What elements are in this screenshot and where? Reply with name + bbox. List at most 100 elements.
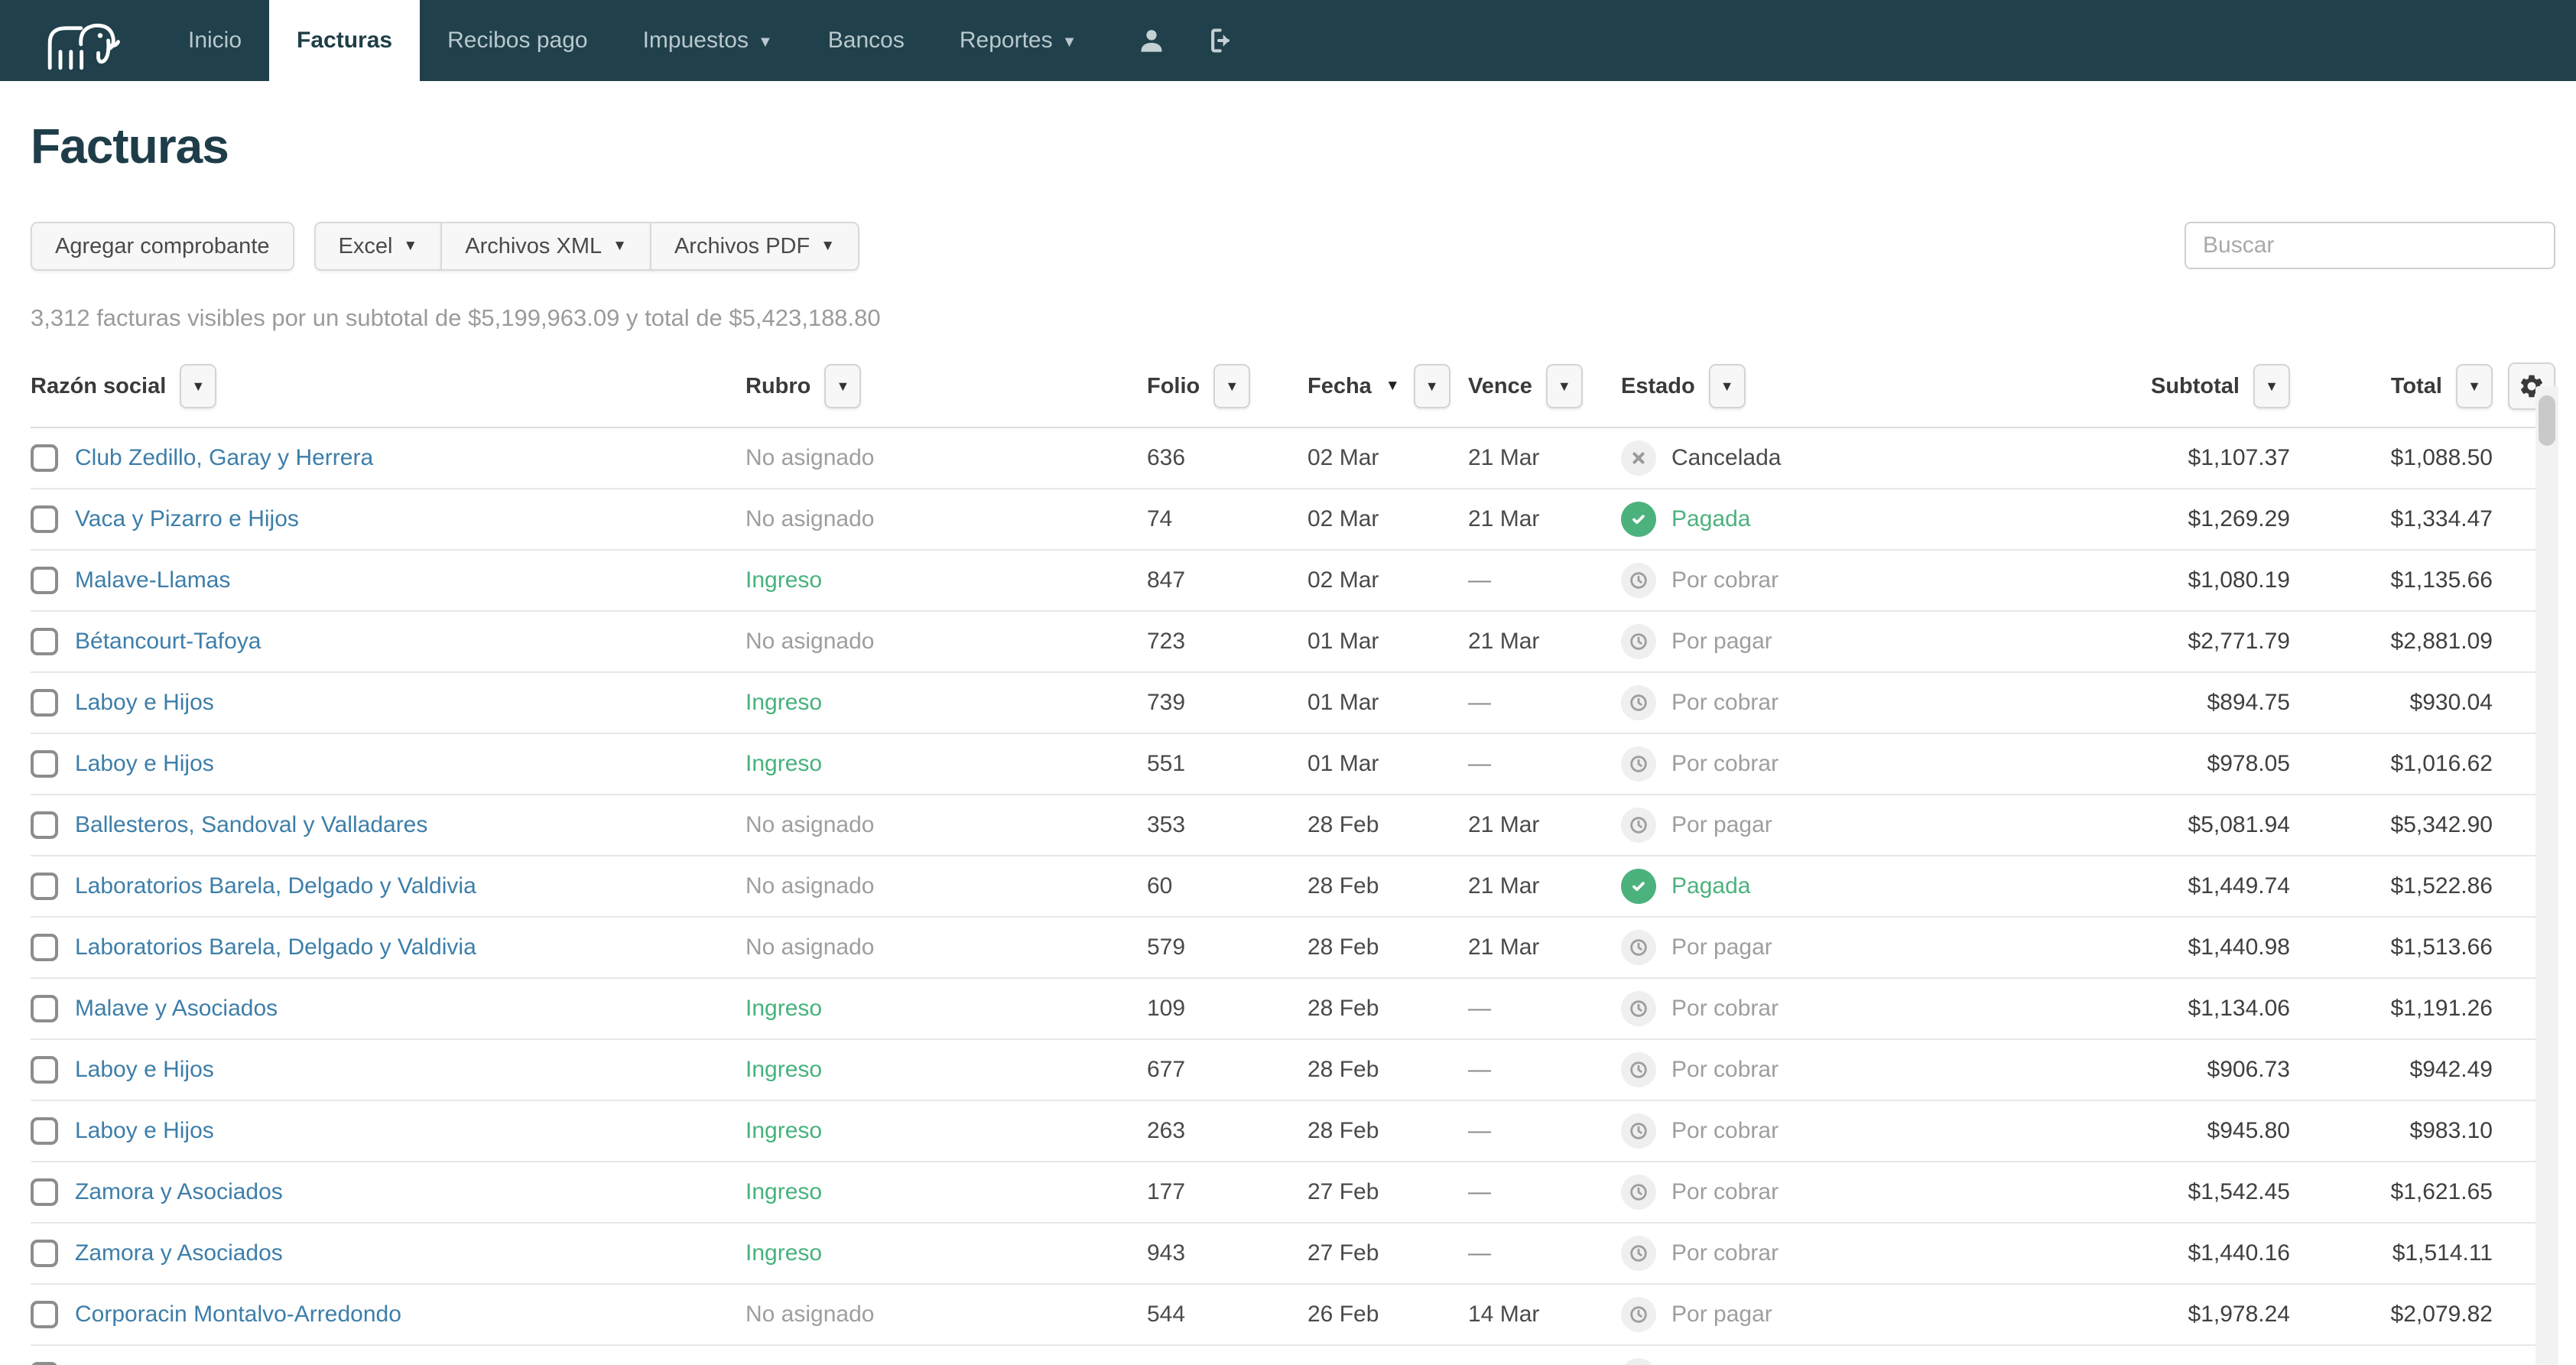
row-checkbox[interactable]: [31, 628, 58, 655]
folio-filter-button[interactable]: ▼: [1213, 364, 1251, 408]
razon-social-link[interactable]: Malave y Asociados: [75, 996, 278, 1021]
total-cell: $1,016.62: [2390, 751, 2493, 776]
nav-item-recibos-pago[interactable]: Recibos pago: [420, 0, 615, 81]
razon-social-link[interactable]: Club Zedillo, Garay y Herrera: [75, 445, 374, 470]
row-checkbox[interactable]: [31, 567, 58, 594]
razon-social-link[interactable]: Zamora y Asociados: [75, 1240, 283, 1266]
vence-cell: —: [1468, 567, 1491, 593]
fecha-cell: 28 Feb: [1307, 1057, 1379, 1082]
search-input[interactable]: [2185, 222, 2555, 269]
scrollbar-thumb[interactable]: [2539, 395, 2555, 446]
razon-social-link[interactable]: Bétancourt-Tafoya: [75, 629, 261, 654]
column-label: Folio: [1147, 373, 1200, 398]
razon-social-link[interactable]: Laboy e Hijos: [75, 751, 214, 776]
subtotal-cell: $894.75: [2207, 690, 2290, 715]
row-checkbox[interactable]: [31, 1056, 58, 1084]
razon-social-link[interactable]: Zamora y Asociados: [75, 1179, 283, 1204]
estado-label: Por pagar: [1671, 629, 1772, 654]
table-row: Corporacin Montalvo-Arredondo No asignad…: [31, 1285, 2555, 1346]
nav-item-inicio[interactable]: Inicio: [161, 0, 269, 81]
rubro-filter-button[interactable]: ▼: [824, 364, 862, 408]
row-checkbox[interactable]: [31, 811, 58, 839]
row-checkbox[interactable]: [31, 1178, 58, 1206]
row-checkbox[interactable]: [31, 1117, 58, 1145]
add-invoice-button[interactable]: Agregar comprobante: [31, 222, 294, 271]
subtotal-cell: $1,440.98: [2188, 934, 2290, 960]
subtotal-filter-button[interactable]: ▼: [2253, 364, 2290, 408]
vence-filter-button[interactable]: ▼: [1545, 364, 1583, 408]
column-header-rubro: Rubro ▼: [746, 364, 1147, 408]
rubro-cell: No asignado: [746, 1363, 1147, 1365]
nav-item-bancos[interactable]: Bancos: [801, 0, 932, 81]
row-checkbox[interactable]: [31, 1362, 58, 1365]
fecha-cell: 28 Feb: [1307, 934, 1379, 960]
fecha-cell: 27 Feb: [1307, 1179, 1379, 1204]
column-header-razon-social: Razón social ▼: [31, 364, 746, 408]
row-checkbox[interactable]: [31, 1240, 58, 1267]
razon-social-cell: Laboy e Hijos: [31, 750, 746, 778]
razon-social-link[interactable]: Ballesteros, Sandoval y Valladares: [75, 812, 428, 837]
chevron-down-icon: ▼: [1557, 378, 1571, 394]
razon-social-filter-button[interactable]: ▼: [180, 364, 217, 408]
razon-social-link[interactable]: Laboy e Hijos: [75, 1057, 214, 1082]
razon-social-link[interactable]: Laboratorios Barela, Delgado y Valdivia: [75, 873, 476, 899]
razon-social-link[interactable]: Laboratorios Barela, Delgado y Valdivia: [75, 934, 476, 960]
sign-out-icon: [1211, 28, 1230, 53]
razon-social-link[interactable]: Laboy e Hijos: [75, 690, 214, 715]
row-checkbox[interactable]: [31, 444, 58, 472]
nav-item-facturas[interactable]: Facturas: [269, 0, 421, 81]
razon-social-cell: Corporacin Montalvo-Arredondo: [31, 1301, 746, 1328]
folio-cell: 677: [1147, 1057, 1186, 1082]
row-checkbox[interactable]: [31, 1301, 58, 1328]
clock-icon: [1630, 1000, 1647, 1017]
razon-social-link[interactable]: Corporacin Montalvo-Arredondo: [75, 1302, 401, 1327]
pdf-dropdown-button[interactable]: Archivos PDF ▼: [649, 222, 860, 271]
total-cell: $1,334.47: [2390, 506, 2493, 531]
clock-icon: [1630, 1245, 1647, 1262]
estado-filter-button[interactable]: ▼: [1708, 364, 1746, 408]
row-checkbox[interactable]: [31, 750, 58, 778]
fecha-filter-button[interactable]: ▼: [1413, 364, 1450, 408]
pdf-label: Archivos PDF: [674, 233, 810, 258]
chevron-down-icon: ▼: [757, 34, 773, 50]
chevron-down-icon: ▼: [836, 378, 850, 394]
vence-cell: 14 Mar: [1468, 1363, 1621, 1365]
rubro-cell: No asignado: [746, 873, 875, 899]
razon-social-link[interactable]: Godínez-Barrera e Hijos: [75, 1363, 322, 1365]
chevron-down-icon: ▼: [1720, 378, 1734, 394]
nav-item-reportes[interactable]: Reportes ▼: [932, 0, 1105, 81]
razon-social-link[interactable]: Laboy e Hijos: [75, 1118, 214, 1143]
rubro-cell: No asignado: [746, 1302, 875, 1327]
nav-item-label: Reportes: [959, 28, 1053, 53]
table-row: Zamora y Asociados Ingreso 177 27 Feb — …: [31, 1162, 2555, 1224]
check-icon: [1632, 515, 1645, 525]
page-title: Facturas: [31, 119, 229, 174]
estado-label: Por pagar: [1671, 812, 1772, 837]
row-checkbox[interactable]: [31, 873, 58, 900]
row-checkbox[interactable]: [31, 995, 58, 1022]
xml-dropdown-button[interactable]: Archivos XML ▼: [440, 222, 651, 271]
razon-social-cell: Club Zedillo, Garay y Herrera: [31, 444, 746, 472]
user-account-button[interactable]: [1135, 24, 1168, 57]
row-checkbox[interactable]: [31, 689, 58, 717]
excel-dropdown-button[interactable]: Excel ▼: [313, 222, 443, 271]
chevron-down-icon: ▼: [1424, 378, 1439, 394]
logout-button[interactable]: [1205, 24, 1239, 57]
table-row: Club Zedillo, Garay y Herrera No asignad…: [31, 428, 2555, 489]
row-checkbox[interactable]: [31, 934, 58, 961]
vence-cell: —: [1468, 690, 1491, 715]
estado-label: Por pagar: [1671, 1363, 1772, 1365]
estado-cell: Por cobrar: [1621, 1113, 1957, 1149]
scrollbar-track[interactable]: [2535, 386, 2558, 1365]
total-filter-button[interactable]: ▼: [2456, 364, 2493, 408]
app-logo[interactable]: [0, 0, 161, 81]
nav-item-impuestos[interactable]: Impuestos ▼: [616, 0, 801, 81]
estado-cell: Por cobrar: [1621, 746, 1957, 782]
estado-badge: [1621, 502, 1656, 537]
razon-social-cell: Ballesteros, Sandoval y Valladares: [31, 811, 746, 839]
clock-icon: [1630, 817, 1647, 834]
fecha-cell: 25 Feb: [1307, 1363, 1468, 1365]
razon-social-link[interactable]: Malave-Llamas: [75, 567, 231, 593]
razon-social-link[interactable]: Vaca y Pizarro e Hijos: [75, 506, 299, 531]
row-checkbox[interactable]: [31, 505, 58, 533]
